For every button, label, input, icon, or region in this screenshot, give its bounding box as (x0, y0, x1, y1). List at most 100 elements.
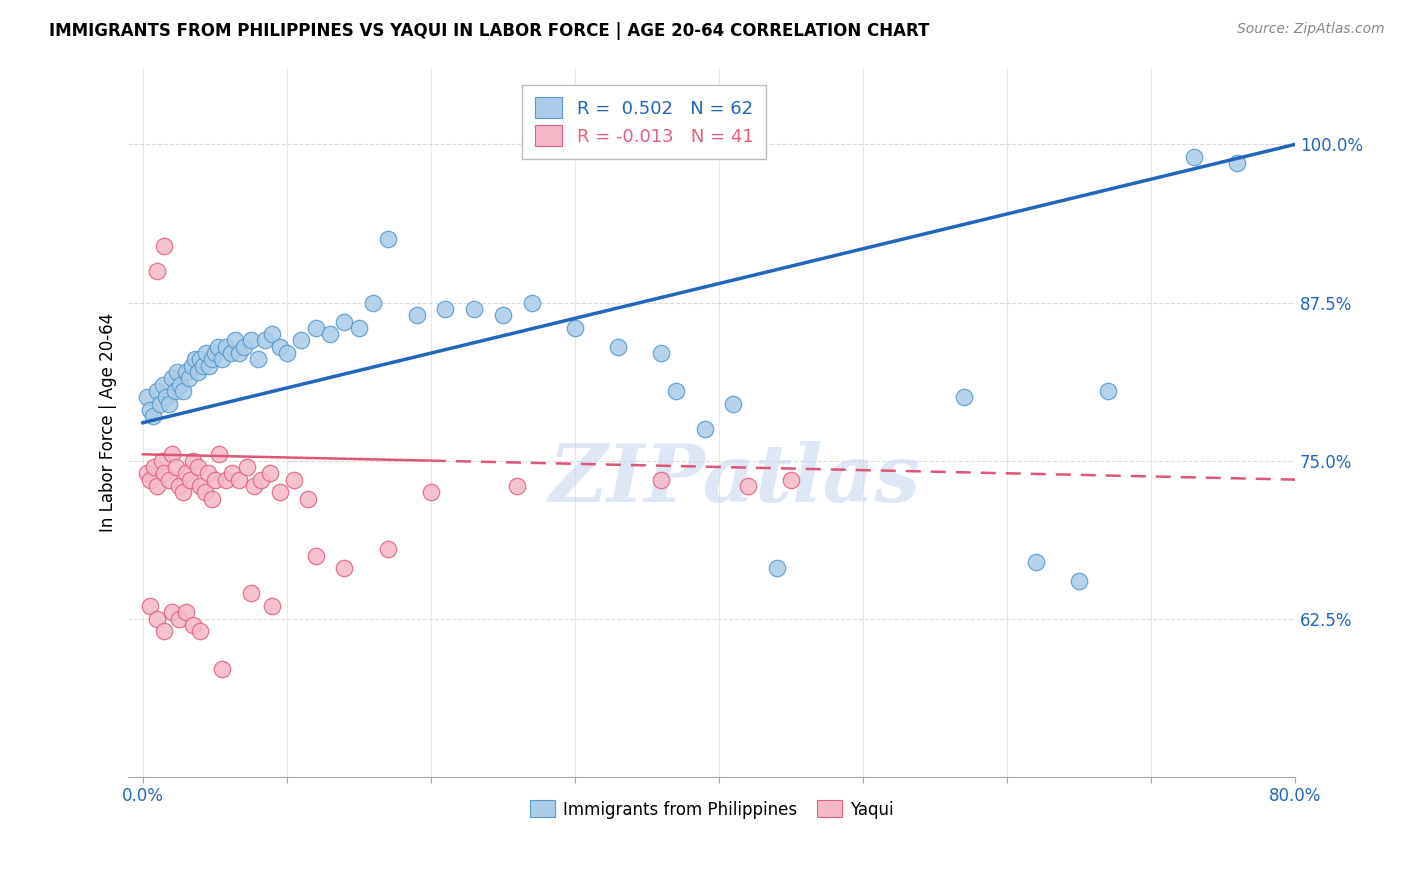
Point (1097, 384, 1119, 398)
Point (650, 473, 672, 487)
Point (139, 599, 162, 613)
Point (765, 561, 787, 575)
Point (1025, 555, 1047, 569)
Point (520, 295, 543, 310)
Point (181, 453, 204, 467)
Point (269, 485, 291, 500)
Point (160, 447, 183, 461)
Point (143, 460, 166, 475)
Point (198, 359, 221, 373)
Point (197, 467, 219, 481)
Point (283, 473, 305, 487)
Point (194, 485, 217, 500)
Point (193, 359, 215, 373)
Point (201, 491, 224, 506)
Point (204, 473, 226, 487)
Point (269, 340, 291, 354)
Point (139, 403, 162, 417)
Point (163, 384, 186, 398)
Point (363, 295, 385, 310)
Y-axis label: In Labor Force | Age 20-64: In Labor Force | Age 20-64 (100, 313, 117, 533)
Point (463, 301, 485, 316)
Point (232, 340, 254, 354)
Point (187, 365, 209, 379)
Point (952, 391, 974, 405)
Point (347, 321, 370, 335)
Point (215, 340, 238, 354)
Text: Source: ZipAtlas.com: Source: ZipAtlas.com (1237, 22, 1385, 37)
Point (183, 352, 205, 367)
Point (160, 371, 183, 385)
Point (211, 352, 233, 367)
Point (333, 561, 356, 575)
Point (179, 473, 201, 487)
Point (254, 334, 277, 348)
Point (239, 334, 262, 348)
Point (737, 479, 759, 493)
Point (153, 624, 176, 639)
Text: ZIPatlas: ZIPatlas (548, 441, 921, 518)
Point (693, 422, 716, 436)
Point (1182, 150, 1205, 164)
Point (377, 232, 399, 246)
Point (247, 352, 270, 367)
Point (492, 308, 515, 322)
Point (157, 397, 180, 411)
Point (204, 346, 226, 360)
Point (235, 460, 257, 475)
Point (607, 340, 630, 354)
Point (506, 479, 529, 493)
Point (228, 473, 250, 487)
Point (136, 467, 159, 481)
Point (190, 479, 212, 493)
Point (297, 491, 319, 506)
Point (166, 365, 188, 379)
Point (1226, 156, 1249, 170)
Point (305, 321, 328, 335)
Point (434, 301, 457, 316)
Point (228, 346, 250, 360)
Point (262, 327, 284, 342)
Point (665, 384, 688, 398)
Point (174, 606, 197, 620)
Point (180, 359, 202, 373)
Point (146, 384, 169, 398)
Point (142, 409, 165, 424)
Point (146, 264, 169, 278)
Point (190, 624, 212, 639)
Point (250, 473, 273, 487)
Point (276, 346, 298, 360)
Point (149, 397, 172, 411)
Point (150, 453, 173, 467)
Point (136, 391, 159, 405)
Point (167, 612, 190, 626)
Point (219, 346, 242, 360)
Point (650, 346, 672, 360)
Point (221, 467, 243, 481)
Point (195, 346, 218, 360)
Point (153, 467, 176, 481)
Point (172, 485, 194, 500)
Point (239, 586, 262, 600)
Point (207, 340, 229, 354)
Point (290, 334, 312, 348)
Point (780, 473, 803, 487)
Point (215, 473, 238, 487)
Point (377, 542, 399, 557)
Point (172, 384, 194, 398)
Point (169, 377, 191, 392)
Point (211, 662, 233, 676)
Point (259, 467, 281, 481)
Point (262, 599, 284, 613)
Point (160, 606, 183, 620)
Point (155, 391, 177, 405)
Point (564, 321, 586, 335)
Point (152, 377, 174, 392)
Point (224, 334, 246, 348)
Point (153, 238, 176, 252)
Point (181, 618, 204, 632)
Point (242, 479, 264, 493)
Point (419, 485, 441, 500)
Point (190, 352, 212, 367)
Point (146, 479, 169, 493)
